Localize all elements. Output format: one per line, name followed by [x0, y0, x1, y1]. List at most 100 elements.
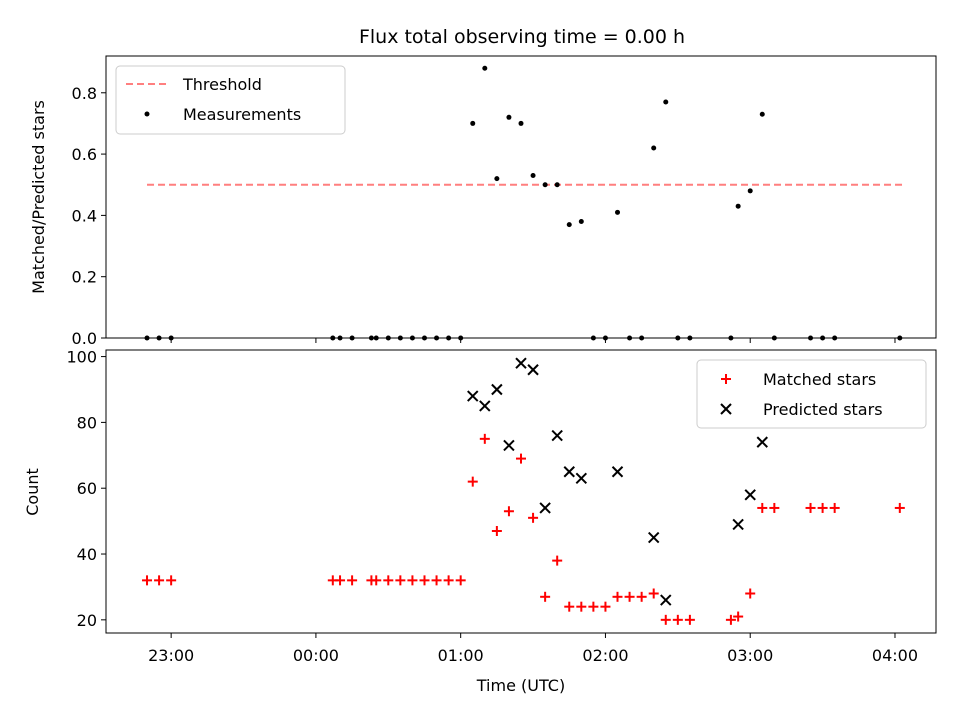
bottom-axes-frame — [105, 349, 937, 634]
measurement-point — [530, 173, 536, 179]
x-tick-label: 00:00 — [293, 646, 339, 665]
legend-measurements-label: Measurements — [183, 105, 301, 124]
predicted-star-point-b — [756, 436, 768, 448]
top-y-tick-label: 0.4 — [72, 206, 97, 225]
matched-star-point — [725, 614, 736, 625]
measurement-point — [518, 120, 524, 126]
predicted-star-point — [732, 518, 744, 531]
predicted-star-point — [563, 466, 575, 478]
matched-star-point — [894, 502, 905, 513]
predicted-star-point — [515, 357, 527, 369]
predicted-star-point-b — [479, 400, 491, 412]
predicted-star-point-b — [539, 502, 551, 514]
predicted-star-point-b — [503, 439, 515, 452]
measurement-point — [542, 182, 548, 188]
legend-measurements-swatch — [144, 111, 150, 117]
predicted-star-point-b — [611, 466, 624, 478]
predicted-star-point-b — [744, 489, 756, 501]
x-tick-label: 04:00 — [872, 646, 918, 665]
measurement-point — [759, 111, 765, 117]
top-y-tick-label: 0.0 — [72, 329, 97, 348]
matched-star-point — [516, 453, 526, 464]
legend-threshold-label: Threshold — [182, 75, 262, 94]
matched-star-point — [528, 512, 539, 523]
matched-star-point — [479, 433, 490, 444]
x-axis-label: Time (UTC) — [476, 676, 565, 695]
matched-star-point — [624, 591, 635, 602]
measurement-point — [506, 114, 512, 120]
matched-star-point — [503, 506, 514, 517]
predicted-star-point-b — [647, 531, 660, 544]
matched-star-point — [467, 476, 478, 487]
predicted-star-point-b — [660, 594, 672, 606]
matched-star-point — [564, 601, 575, 612]
x-tick-label: 01:00 — [438, 646, 484, 665]
predicted-star-point — [503, 439, 515, 452]
measurement-point — [651, 145, 657, 151]
measurement-point — [615, 209, 621, 215]
predicted-star-point — [611, 466, 624, 478]
matched-star-point — [443, 575, 454, 586]
predicted-star-point-b — [563, 466, 575, 478]
measurement-point — [470, 120, 476, 126]
measurement-point — [566, 222, 572, 228]
predicted-star-point-b — [491, 383, 503, 396]
matched-star-point — [154, 575, 165, 586]
matched-star-point — [431, 575, 442, 586]
predicted-star-point-b — [527, 364, 539, 376]
predicted-star-point — [527, 364, 539, 376]
x-tick-label: 02:00 — [582, 646, 628, 665]
measurement-point — [663, 99, 669, 105]
matched-star-point — [600, 601, 611, 612]
top-panel: 0.0 0.2 0.4 0.6 0.8 — [72, 65, 903, 348]
predicted-star-point-b — [575, 472, 588, 485]
predicted-star-point-b — [551, 429, 563, 442]
measurement-point — [735, 203, 741, 209]
predicted-star-point — [756, 436, 768, 448]
matched-star-point — [684, 614, 695, 625]
predicted-star-point — [491, 383, 503, 396]
bottom-legend-box — [696, 359, 927, 429]
x-tick-label: 03:00 — [727, 646, 773, 665]
legend-predicted-marker-b — [720, 403, 732, 415]
top-legend-box — [115, 65, 346, 135]
bottom-legend: Matched stars Predicted stars — [696, 359, 927, 429]
predicted-star-point-b — [515, 357, 527, 369]
matched-star-point — [166, 575, 177, 586]
bottom-y-axis-label: Count — [23, 468, 42, 516]
x-tick-label: 23:00 — [148, 646, 194, 665]
legend-matched-label: Matched stars — [763, 370, 876, 389]
matched-star-point — [407, 575, 418, 586]
legend-matched-marker — [721, 374, 731, 384]
bottom-y-tick-label: 100 — [66, 348, 97, 367]
top-axes-frame — [105, 55, 937, 339]
matched-star-point — [491, 525, 502, 536]
top-legend: Threshold Measurements — [115, 65, 346, 135]
measurement-point — [554, 182, 560, 188]
matched-star-point — [588, 601, 599, 612]
matched-star-point — [757, 502, 768, 513]
matched-star-point — [648, 588, 659, 599]
bottom-y-tick-label: 80 — [77, 413, 97, 432]
predicted-star-point — [539, 502, 551, 514]
predicted-star-point — [479, 400, 491, 412]
predicted-star-point-b — [732, 518, 744, 531]
measurement-point — [747, 188, 753, 194]
bottom-y-tick-label: 40 — [77, 545, 97, 564]
predicted-star-point — [647, 531, 660, 544]
legend-predicted-marker — [720, 403, 732, 415]
top-y-tick-label: 0.6 — [72, 145, 97, 164]
matched-star-point — [576, 601, 587, 612]
matched-star-point — [142, 575, 153, 586]
top-y-tick-label: 0.8 — [72, 84, 97, 103]
top-y-axis-label: Matched/Predicted stars — [29, 100, 48, 294]
measurement-point — [482, 65, 488, 71]
matched-star-point — [769, 502, 780, 513]
predicted-star-point — [467, 390, 479, 402]
matched-star-point — [395, 575, 406, 586]
measurement-point — [578, 219, 584, 225]
legend-predicted-swatch — [720, 403, 732, 415]
bottom-y-tick-label: 20 — [77, 611, 97, 630]
matched-star-point — [419, 575, 430, 586]
